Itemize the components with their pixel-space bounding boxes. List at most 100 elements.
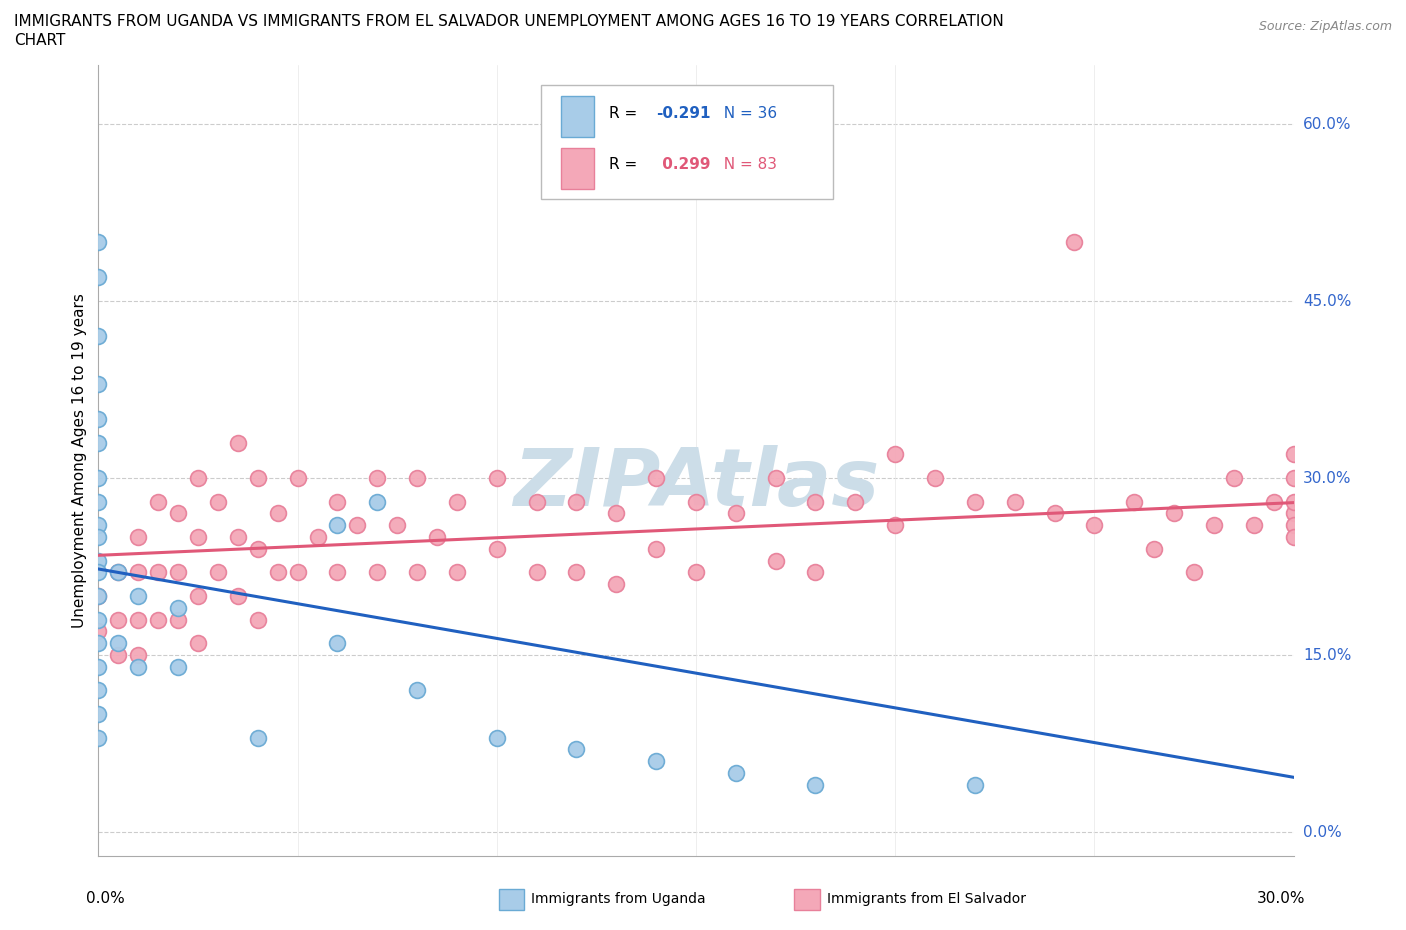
Point [884, 447, 907, 462]
Text: R =: R = [609, 106, 643, 121]
Point [526, 494, 548, 509]
Point [246, 612, 269, 627]
Point [87, 329, 110, 344]
Point [963, 494, 986, 509]
Point [87, 234, 110, 249]
Point [107, 636, 129, 651]
Point [107, 565, 129, 580]
Point [724, 506, 747, 521]
Point [267, 565, 290, 580]
Point [107, 612, 129, 627]
Point [1202, 518, 1225, 533]
Text: 0.299: 0.299 [657, 157, 710, 172]
Point [1282, 529, 1305, 544]
Point [87, 377, 110, 392]
Point [87, 471, 110, 485]
Point [724, 765, 747, 780]
Point [1182, 565, 1205, 580]
Point [485, 541, 508, 556]
Point [565, 494, 588, 509]
Point [246, 541, 269, 556]
Point [366, 471, 388, 485]
Point [1243, 518, 1265, 533]
Point [485, 730, 508, 745]
Point [207, 494, 229, 509]
Point [605, 577, 627, 591]
Point [87, 494, 110, 509]
Point [87, 589, 110, 604]
Point [87, 518, 110, 533]
Point [844, 494, 866, 509]
Text: 30.0%: 30.0% [1257, 891, 1306, 906]
Point [127, 589, 149, 604]
Point [87, 683, 110, 698]
FancyBboxPatch shape [561, 148, 595, 189]
Point [127, 612, 149, 627]
Text: Immigrants from El Salvador: Immigrants from El Salvador [827, 892, 1026, 907]
Point [127, 647, 149, 662]
Text: ZIPAtlas: ZIPAtlas [513, 445, 879, 523]
Text: CHART: CHART [14, 33, 66, 47]
Point [406, 683, 429, 698]
Point [1282, 471, 1305, 485]
Point [1163, 506, 1185, 521]
Point [87, 612, 110, 627]
Point [107, 647, 129, 662]
Point [485, 471, 508, 485]
Point [924, 471, 946, 485]
Point [326, 565, 349, 580]
Point [804, 494, 827, 509]
Point [226, 589, 249, 604]
Point [107, 565, 129, 580]
Point [1083, 518, 1105, 533]
Point [287, 471, 309, 485]
Point [326, 636, 349, 651]
Point [1004, 494, 1026, 509]
Point [526, 565, 548, 580]
Point [246, 730, 269, 745]
Point [167, 659, 190, 674]
Point [765, 471, 787, 485]
Point [446, 494, 468, 509]
Text: 45.0%: 45.0% [1303, 294, 1351, 309]
Point [645, 754, 668, 769]
Point [645, 471, 668, 485]
Text: Source: ZipAtlas.com: Source: ZipAtlas.com [1258, 20, 1392, 33]
Point [167, 612, 190, 627]
Point [1043, 506, 1066, 521]
Point [87, 659, 110, 674]
Point [326, 494, 349, 509]
Point [565, 565, 588, 580]
Point [87, 565, 110, 580]
FancyBboxPatch shape [541, 85, 834, 200]
Point [87, 553, 110, 568]
Point [446, 565, 468, 580]
Point [187, 589, 209, 604]
Text: 0.0%: 0.0% [87, 891, 125, 906]
Text: N = 83: N = 83 [714, 157, 778, 172]
Point [1123, 494, 1146, 509]
Point [148, 494, 170, 509]
Point [127, 659, 149, 674]
Point [207, 565, 229, 580]
Point [385, 518, 409, 533]
Point [287, 565, 309, 580]
Point [1282, 518, 1305, 533]
Point [804, 565, 827, 580]
Point [87, 270, 110, 285]
Point [307, 529, 329, 544]
FancyBboxPatch shape [561, 96, 595, 137]
Point [1223, 471, 1246, 485]
Point [406, 471, 429, 485]
Text: 15.0%: 15.0% [1303, 647, 1351, 662]
Point [148, 565, 170, 580]
Point [187, 471, 209, 485]
Point [87, 730, 110, 745]
Point [326, 518, 349, 533]
Point [226, 435, 249, 450]
Text: IMMIGRANTS FROM UGANDA VS IMMIGRANTS FROM EL SALVADOR UNEMPLOYMENT AMONG AGES 16: IMMIGRANTS FROM UGANDA VS IMMIGRANTS FRO… [14, 14, 1004, 29]
Point [804, 777, 827, 792]
Point [1063, 234, 1085, 249]
Point [565, 742, 588, 757]
Point [226, 529, 249, 544]
